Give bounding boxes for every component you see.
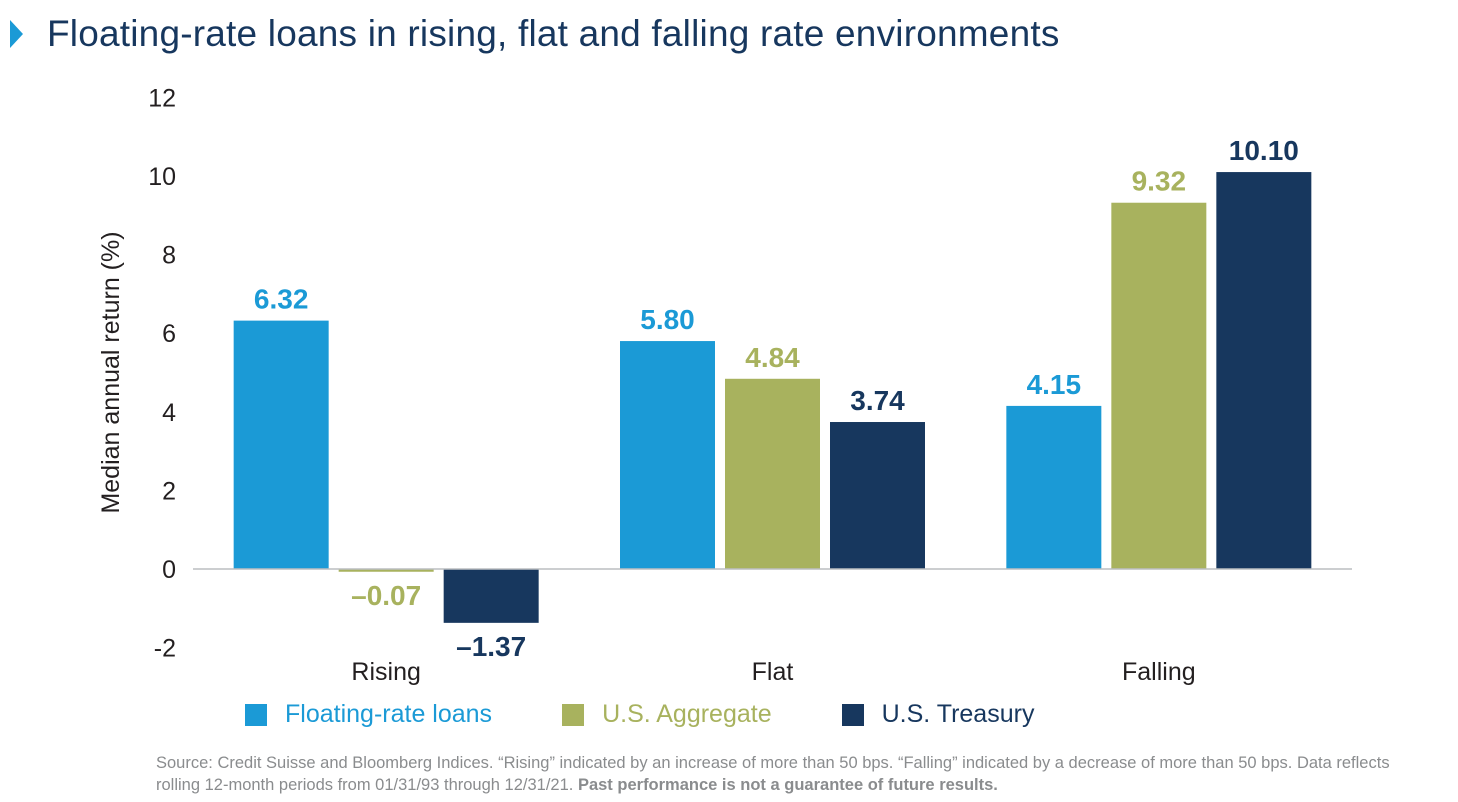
disclaimer-text: Past performance is not a guarantee of f… <box>577 776 998 794</box>
chart-header: Floating-rate loans in rising, flat and … <box>10 6 1060 62</box>
bar <box>725 378 820 569</box>
y-tick-label: 2 <box>162 477 176 505</box>
legend-swatch <box>562 703 585 726</box>
bar <box>443 569 539 623</box>
legend-label: U.S. Aggregate <box>602 700 772 728</box>
source-note: Source: Credit Suisse and Bloomberg Indi… <box>156 752 1396 796</box>
bar-chart: -2 0 2 4 6 8 10 12 Median annual return (%) 6.32 –… <box>97 84 1352 686</box>
y-tick-label: 0 <box>162 556 176 584</box>
y-tick-label: 10 <box>148 163 176 191</box>
data-label: 6.32 <box>254 284 309 315</box>
chart-title: Floating-rate loans in rising, flat and … <box>47 13 1060 54</box>
y-tick-label: 4 <box>162 399 176 427</box>
y-tick-label: 12 <box>148 84 176 112</box>
bar <box>1111 202 1207 569</box>
y-tick-label: -2 <box>154 635 176 663</box>
y-tick-label: 8 <box>162 242 176 270</box>
data-label: 3.74 <box>850 385 905 416</box>
bar <box>1216 172 1312 569</box>
data-label: –0.07 <box>351 580 421 611</box>
y-axis-label: Median annual return (%) <box>97 231 125 513</box>
legend-item: U.S. Aggregate <box>562 700 772 729</box>
bar <box>338 569 434 572</box>
data-label: 5.80 <box>640 304 695 335</box>
data-label: 4.84 <box>745 342 800 373</box>
bar <box>620 341 715 569</box>
data-label: 4.15 <box>1027 369 1082 400</box>
data-label: 10.10 <box>1229 135 1299 166</box>
legend-label: U.S. Treasury <box>881 700 1035 728</box>
chart-legend: Floating-rate loans U.S. Aggregate U.S. Tr… <box>245 700 1104 729</box>
legend-swatch <box>245 703 267 726</box>
x-category-label: Falling <box>1122 658 1196 686</box>
legend-swatch <box>841 703 864 726</box>
bar <box>1006 405 1102 569</box>
legend-item: U.S. Treasury <box>841 700 1035 729</box>
data-label: 9.32 <box>1132 166 1187 197</box>
bar <box>830 422 925 569</box>
x-category-label: Rising <box>351 658 420 686</box>
y-tick-label: 6 <box>162 320 176 348</box>
data-label: –1.37 <box>456 631 526 662</box>
bar <box>233 320 329 569</box>
legend-label: Floating-rate loans <box>285 700 493 728</box>
source-text: Source: Credit Suisse and Bloomberg Indi… <box>156 754 1390 794</box>
title-arrow-icon <box>10 20 23 48</box>
x-category-label: Flat <box>752 658 794 686</box>
legend-item: Floating-rate loans <box>245 700 492 729</box>
